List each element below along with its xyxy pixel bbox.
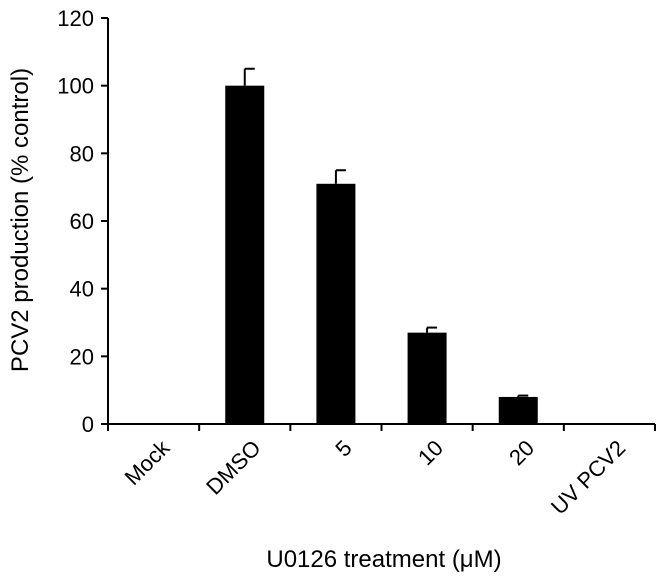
x-axis-tick-labels: Mock DMSO 5 10 20 UV PCV2 <box>120 434 631 519</box>
bar <box>225 85 265 425</box>
y-axis-ticks: 0 20 40 60 80 100 120 <box>57 6 108 437</box>
y-tick-label: 40 <box>70 277 94 302</box>
y-axis-title: PCV2 production (% control) <box>7 68 34 372</box>
x-tick-label: 10 <box>413 435 448 470</box>
x-tick-label: 20 <box>504 435 539 470</box>
x-tick-label: UV PCV2 <box>546 435 630 519</box>
y-tick-label: 100 <box>57 74 94 99</box>
y-tick-label: 0 <box>82 412 94 437</box>
error-bars <box>243 67 529 397</box>
y-tick-label: 120 <box>57 6 94 31</box>
y-tick-label: 60 <box>70 209 94 234</box>
x-axis-title: U0126 treatment (μM) <box>266 546 501 573</box>
y-tick-label: 80 <box>70 141 94 166</box>
y-tick-label: 20 <box>70 344 94 369</box>
bar <box>316 183 356 424</box>
bars <box>225 85 538 425</box>
x-tick-label: DMSO <box>201 435 265 499</box>
x-tick-label: Mock <box>120 434 176 490</box>
bar <box>498 396 538 424</box>
bar <box>407 332 447 424</box>
x-tick-label: 5 <box>330 435 356 461</box>
